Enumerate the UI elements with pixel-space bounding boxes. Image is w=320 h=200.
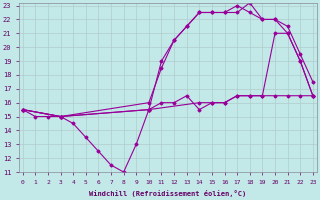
X-axis label: Windchill (Refroidissement éolien,°C): Windchill (Refroidissement éolien,°C) xyxy=(89,190,246,197)
